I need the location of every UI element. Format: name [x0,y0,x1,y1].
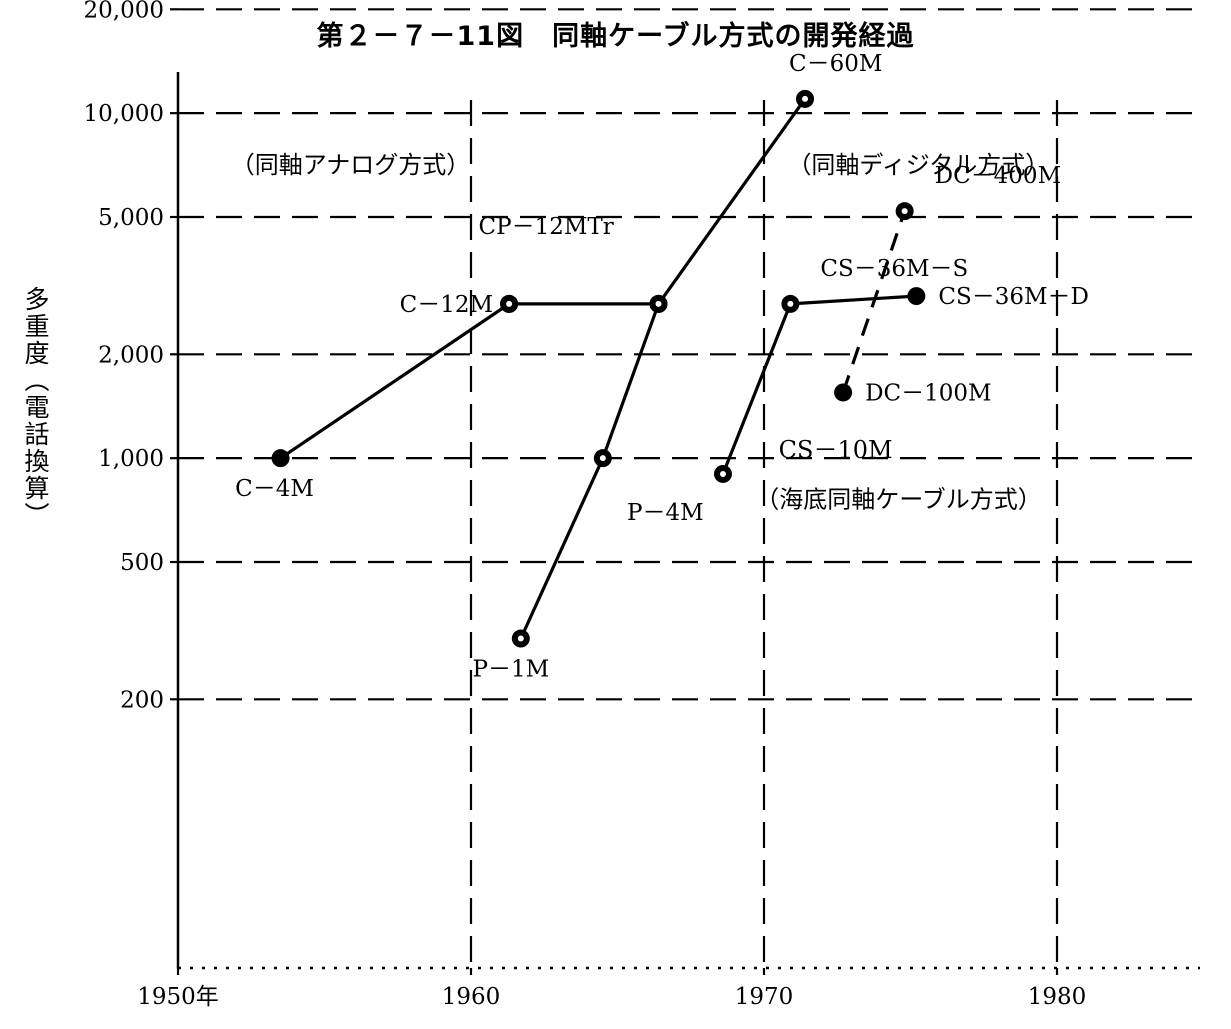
x-tick-label: 1980 [1028,984,1087,1010]
data-point-center [599,455,606,462]
point-label: DC－100M [865,380,992,406]
y-tick-label: 2,000 [98,342,164,368]
data-point-center [802,95,809,102]
data-point [271,449,290,468]
data-point-center [719,470,726,477]
point-label: C－60M [789,51,882,77]
annotation: （同軸アナログ方式） [231,151,471,179]
point-label: CP－12MTr [479,214,614,240]
point-label: DC－400M [935,163,1062,189]
y-tick-label: 5,000 [98,205,164,231]
grid-lines [178,8,1200,968]
annotation: （同軸ディジタル方式） [787,151,1049,179]
chart-title: 第２－７－11図 同軸ケーブル方式の開発経過 [316,21,915,52]
annotation: （海底同軸ケーブル方式） [755,485,1042,513]
y-tick-label: 500 [120,550,164,576]
axes: 200 500 1,000 2,000 5,000 10,000 20,000 1950年 19… [84,0,1200,1010]
data-point [834,383,853,402]
data-point-center [655,300,662,307]
y-tick-label: 20,000 [84,0,164,23]
y-tick-label: 1,000 [98,446,164,472]
data-point-center [517,635,524,642]
x-tick-label: 1960 [442,984,501,1010]
x-tick-label: 1970 [735,984,794,1010]
annotation: CS－10M [779,436,893,464]
y-tick-label: 200 [120,687,164,713]
text-labels: C－4MC－12MCP－12MTrP－1MC－60MP－4MCS－36M－SCS… [231,51,1089,683]
point-label: CS－36M－S [820,256,968,282]
data-point-center [506,300,513,307]
series-line-2 [519,97,807,640]
x-tick-label: 1950年 [137,984,219,1010]
point-label: C－12M [400,292,493,318]
data-point-center [901,208,908,215]
data-points [271,89,926,648]
point-label: P－4M [627,500,704,526]
data-point-center [787,300,794,307]
y-axis-label: 多重度（電話換算） [21,286,50,529]
series-line-4 [841,210,907,394]
point-label: C－4M [235,476,314,502]
data-point [907,287,926,306]
series-lines [279,97,917,640]
point-label: P－1M [472,657,549,683]
y-tick-label: 10,000 [84,101,164,127]
point-label: CS－36M－D [938,284,1089,310]
series-line-0 [279,302,510,460]
